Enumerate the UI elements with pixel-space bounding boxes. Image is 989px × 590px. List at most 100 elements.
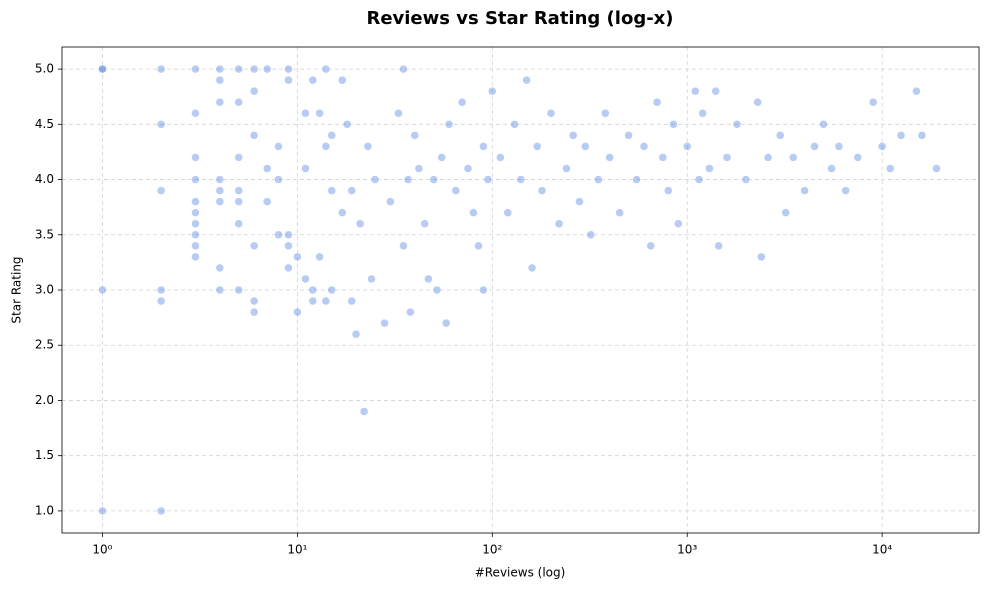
point xyxy=(399,241,408,251)
point xyxy=(249,64,259,74)
point xyxy=(819,120,828,129)
point xyxy=(367,274,376,284)
y-tick-label: 4.5 xyxy=(35,117,54,131)
point xyxy=(98,285,107,295)
point xyxy=(284,64,293,74)
point xyxy=(191,153,200,162)
y-tick-label: 2.0 xyxy=(35,393,54,407)
point xyxy=(532,142,542,151)
point xyxy=(420,219,429,228)
point xyxy=(437,153,446,162)
point xyxy=(249,241,259,251)
point xyxy=(853,153,863,162)
y-tick-label: 1.5 xyxy=(35,448,54,462)
point xyxy=(327,186,336,195)
x-tick-label: 10² xyxy=(482,543,502,557)
point xyxy=(896,131,906,140)
point xyxy=(156,186,166,195)
point xyxy=(156,120,166,129)
point xyxy=(711,86,720,96)
point xyxy=(394,109,403,118)
point xyxy=(284,241,293,251)
point xyxy=(624,131,633,140)
point xyxy=(554,219,564,228)
point xyxy=(308,296,318,306)
point xyxy=(249,86,259,96)
point xyxy=(262,64,272,74)
point xyxy=(652,97,662,107)
x-tick-label: 10⁰ xyxy=(92,543,112,557)
point xyxy=(615,208,624,217)
point xyxy=(215,285,225,295)
point xyxy=(191,219,200,228)
point xyxy=(249,296,259,306)
point xyxy=(156,506,166,516)
points xyxy=(98,64,941,516)
point xyxy=(827,164,836,173)
point xyxy=(321,142,331,151)
point xyxy=(215,97,225,107)
point xyxy=(877,142,887,151)
point xyxy=(293,252,302,262)
point xyxy=(249,131,259,140)
point xyxy=(741,175,751,184)
point xyxy=(594,175,603,184)
point xyxy=(347,296,356,306)
y-tick-label: 3.0 xyxy=(35,283,54,297)
point xyxy=(215,175,225,184)
point xyxy=(380,318,389,328)
y-tick-label: 3.5 xyxy=(35,227,54,241)
point xyxy=(274,230,283,240)
point xyxy=(868,97,878,107)
point xyxy=(301,274,310,284)
point xyxy=(156,296,166,306)
point xyxy=(510,120,519,129)
point xyxy=(474,241,483,251)
point xyxy=(410,131,419,140)
point xyxy=(215,75,225,85)
point xyxy=(234,64,243,74)
x-tick-label: 10¹ xyxy=(287,543,307,557)
point xyxy=(800,186,809,195)
point xyxy=(664,186,673,195)
point xyxy=(293,307,302,317)
point xyxy=(338,208,347,217)
point xyxy=(234,285,243,295)
point xyxy=(274,142,283,151)
point xyxy=(639,142,649,151)
point xyxy=(386,197,395,206)
point xyxy=(516,175,526,184)
point xyxy=(722,153,732,162)
point xyxy=(789,153,798,162)
point xyxy=(359,407,369,416)
point xyxy=(917,131,927,140)
point xyxy=(301,164,310,173)
point xyxy=(370,175,380,184)
point xyxy=(156,285,166,295)
point xyxy=(308,75,318,85)
y-axis-label: Star Rating xyxy=(10,256,24,323)
point xyxy=(234,197,243,206)
point xyxy=(342,120,352,129)
point xyxy=(732,120,742,129)
point xyxy=(932,164,941,173)
point xyxy=(355,219,365,228)
y-tick-label: 4.0 xyxy=(35,172,54,186)
point xyxy=(694,175,704,184)
point xyxy=(527,263,537,273)
point xyxy=(301,109,310,118)
point xyxy=(632,175,641,184)
point xyxy=(451,186,461,195)
point xyxy=(215,197,225,206)
point xyxy=(321,64,331,74)
point xyxy=(191,175,200,184)
point xyxy=(646,241,656,251)
point xyxy=(432,285,442,295)
point xyxy=(274,175,283,184)
y-tick-label: 2.5 xyxy=(35,338,54,352)
point xyxy=(441,318,451,328)
point xyxy=(763,153,773,162)
point xyxy=(562,164,571,173)
point xyxy=(601,109,610,118)
